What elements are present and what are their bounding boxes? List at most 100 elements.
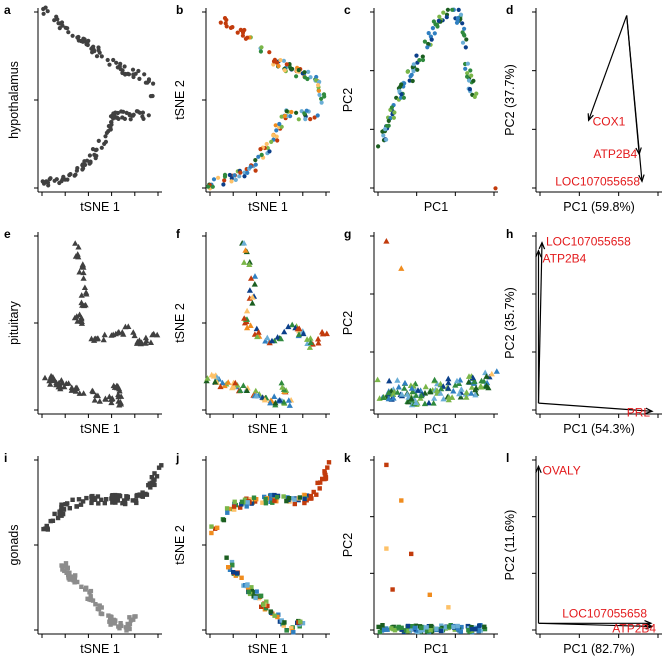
data-point [51,376,58,383]
data-point [304,336,311,342]
data-point [245,170,250,175]
data-point [281,623,286,628]
data-point [482,369,489,376]
data-point [422,383,429,390]
data-point [76,268,83,275]
y-axis-title: PC2 (35.7%) [503,287,517,359]
data-point [384,546,389,551]
data-point [256,154,261,159]
data-point [291,630,296,635]
data-point [463,394,470,400]
data-point [414,387,422,393]
panel-letter: j [175,451,179,465]
data-point [316,83,321,88]
data-point [463,45,468,50]
data-point [151,480,156,486]
data-point [246,287,253,293]
data-point [323,330,330,337]
data-point [81,284,88,290]
data-point [298,619,303,624]
data-point [261,602,266,607]
data-point [63,380,70,386]
data-point [419,625,424,631]
data-point [473,384,480,391]
loading-arrowhead [535,249,542,258]
data-point [143,337,150,344]
data-point [422,39,427,44]
data-point [274,128,279,133]
data-point [262,337,269,344]
data-point [239,575,244,580]
data-point [389,105,394,110]
loading-arrowhead [645,623,654,630]
data-point [93,602,98,607]
data-point [264,599,269,604]
data-point [471,78,476,83]
data-point [281,58,286,63]
data-point [66,30,71,35]
data-point [431,395,438,401]
data-point [272,492,277,498]
data-point [115,65,120,70]
data-point [303,117,308,122]
data-point [467,87,472,92]
data-point [75,243,82,250]
data-point [74,251,81,257]
data-point [426,624,432,629]
data-point [63,564,68,569]
data-point [455,627,461,632]
data-point [241,319,249,326]
data-point [120,331,127,337]
data-point [281,494,286,499]
data-point [399,625,404,630]
data-point [150,93,155,99]
data-point [225,510,230,515]
data-point [411,62,416,67]
data-point [225,379,232,385]
data-point [227,567,233,572]
data-point [63,561,69,566]
data-point [386,123,391,128]
data-point [127,615,132,620]
data-point [97,50,102,55]
data-point [271,59,277,64]
data-point [216,175,221,180]
data-point [439,623,444,628]
data-point [264,334,271,341]
data-point [54,177,59,182]
loading-label: LOC107055658 [555,174,640,188]
data-point [246,261,253,267]
data-point [91,397,98,403]
data-point [245,35,250,40]
data-point [52,511,57,517]
data-point [409,626,414,632]
data-point [130,113,136,118]
data-point [390,395,397,401]
data-point [289,496,295,501]
data-point [408,385,415,391]
data-point [273,123,278,128]
data-point [450,7,455,12]
data-point [247,322,254,328]
data-point [421,628,426,633]
data-point [115,495,120,500]
data-point [245,582,250,587]
data-point [469,73,474,78]
data-point [237,387,244,393]
data-point [431,376,438,383]
axes-panel [532,232,662,418]
data-point [65,26,70,31]
data-point [289,321,296,328]
data-point [41,374,49,381]
data-point [420,54,425,59]
data-point [277,121,282,127]
data-point [134,493,139,498]
loading-arrowhead [638,174,645,183]
data-point [446,624,452,629]
data-point [81,166,86,171]
data-point [326,460,332,465]
data-point [431,19,436,24]
data-point [385,389,392,396]
data-point [391,624,396,630]
loading-label: COX1 [593,114,626,128]
